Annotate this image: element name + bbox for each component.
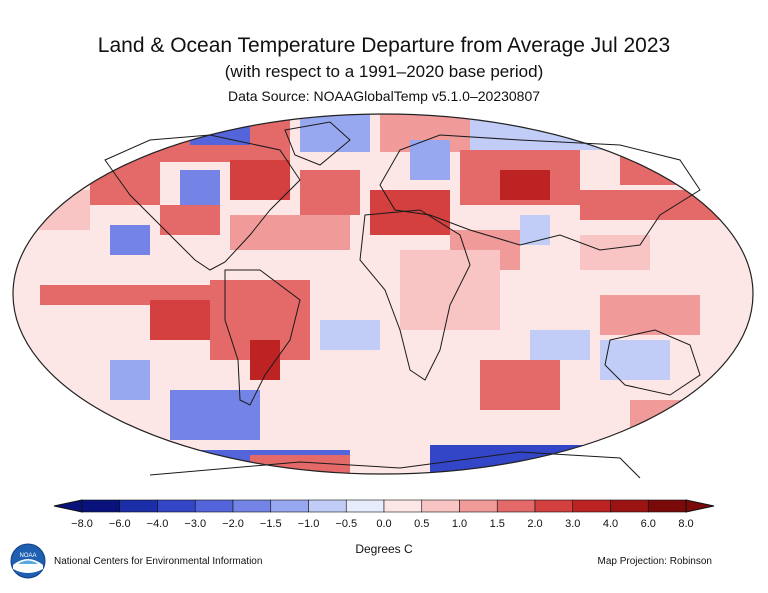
colorbar-tick-label: −4.0 bbox=[146, 518, 169, 530]
antarctic-warm-peninsula bbox=[250, 455, 350, 474]
ne-pacific-cool-patch bbox=[110, 225, 150, 255]
colorbar-tick-label: 0.0 bbox=[376, 518, 392, 530]
tasman-warm-patch bbox=[630, 400, 710, 440]
projection-text: Map Projection: Robinson bbox=[597, 556, 712, 567]
credit-text: National Centers for Environmental Infor… bbox=[54, 556, 263, 567]
colorbar-tick-label: −1.0 bbox=[297, 518, 320, 530]
colorbar-swatch-7 bbox=[345, 499, 385, 513]
south-atlantic-cool-patch bbox=[320, 320, 380, 350]
data-source: Data Source: NOAAGlobalTemp v5.1.0–20230… bbox=[227, 88, 541, 104]
colorbar-swatch-1 bbox=[119, 499, 158, 513]
globe-outline bbox=[12, 113, 754, 475]
anomaly-field bbox=[13, 114, 753, 474]
se-asia-mild-patch bbox=[580, 235, 650, 270]
colorbar-tick-label: 4.0 bbox=[602, 518, 619, 530]
colorbar-swatch-5 bbox=[270, 499, 309, 513]
colorbar-swatch-9 bbox=[421, 499, 460, 513]
continent-outlines bbox=[104, 121, 701, 479]
maritime-continent-warm-patch bbox=[600, 295, 700, 335]
southeast-pacific-cold-patch bbox=[170, 390, 260, 440]
mid-atlantic-warm-patch bbox=[300, 170, 360, 215]
antarctica-outline bbox=[149, 451, 641, 479]
colorbar-swatch-2 bbox=[157, 499, 196, 513]
canada-cool-patch bbox=[180, 170, 220, 210]
us-warm-patch bbox=[160, 205, 220, 235]
colorbar-right-arrow bbox=[685, 499, 715, 513]
north-america-outline bbox=[104, 134, 301, 271]
antarctic-cold-east bbox=[430, 445, 630, 474]
central-asia-hot-patch bbox=[500, 170, 550, 200]
colorbar-swatch-4 bbox=[232, 499, 272, 513]
north-atlantic-hot-patch bbox=[230, 160, 290, 200]
south-america-outline bbox=[224, 269, 301, 406]
south-america-hot-patch bbox=[250, 340, 280, 380]
colorbar-tick-label: −3.0 bbox=[184, 518, 207, 530]
enso-hot-patch bbox=[150, 300, 210, 340]
indian-ocean-cool-patch bbox=[530, 330, 590, 360]
east-siberia-warm-patch bbox=[620, 140, 700, 185]
colorbar-swatch-3 bbox=[194, 499, 234, 513]
africa-outline bbox=[359, 209, 471, 381]
atlantic-warm-band bbox=[230, 215, 350, 250]
colorbar-tick-label: −2.0 bbox=[222, 518, 244, 530]
colorbar-units: Degrees C bbox=[355, 542, 413, 556]
colorbar-swatch-10 bbox=[459, 499, 498, 513]
colorbar-swatch-13 bbox=[572, 499, 611, 513]
scandinavia-cool-patch bbox=[410, 140, 450, 180]
north-pacific-warm-patch bbox=[90, 160, 160, 205]
colorbar-tick-label: −6.0 bbox=[108, 518, 131, 530]
colorbar-swatch-0 bbox=[81, 499, 121, 513]
colorbar-tick-label: −8.0 bbox=[71, 518, 93, 530]
colorbar-left-arrow bbox=[53, 499, 83, 513]
colorbar-swatch-12 bbox=[534, 499, 574, 513]
colorbar-tick-label: 6.0 bbox=[640, 518, 656, 530]
colorbar-swatch-8 bbox=[383, 499, 423, 513]
south-indian-warm-patch bbox=[480, 360, 560, 410]
colorbar-tick-label: 1.0 bbox=[451, 518, 468, 530]
map-subtitle: (with respect to a 1991–2020 base period… bbox=[224, 62, 544, 81]
colorbar-swatch-14 bbox=[610, 499, 649, 513]
europe-asia-outline bbox=[379, 134, 701, 251]
colorbar-swatch-11 bbox=[496, 499, 536, 513]
colorbar-tick-label: 1.5 bbox=[489, 518, 505, 530]
east-asia-warm-band bbox=[580, 190, 730, 220]
india-cool-patch bbox=[520, 215, 550, 245]
colorbar bbox=[53, 499, 715, 513]
africa-mild-patch bbox=[400, 250, 500, 330]
colorbar-swatch-15 bbox=[647, 499, 687, 513]
colorbar-tick-label: 3.0 bbox=[565, 518, 581, 530]
australia-cool-patch bbox=[600, 340, 670, 380]
arctic-cool-patch bbox=[300, 114, 370, 152]
colorbar-tick-label: −0.5 bbox=[335, 518, 358, 530]
colorbar-swatch-6 bbox=[308, 499, 347, 513]
colorbar-tick-label: 2.0 bbox=[527, 518, 543, 530]
colorbar-tick-label: 0.5 bbox=[414, 518, 430, 530]
logo-text: NOAA bbox=[19, 553, 36, 559]
noaa-logo: NOAA bbox=[10, 543, 46, 579]
siberian-arctic-cool-patch bbox=[470, 115, 700, 150]
map-title: Land & Ocean Temperature Departure from … bbox=[97, 34, 671, 57]
south-pacific-cool-patch bbox=[110, 360, 150, 400]
australia-outline bbox=[604, 329, 701, 396]
colorbar-tick-label: −1.5 bbox=[259, 518, 282, 530]
colorbar-tick-label: 8.0 bbox=[678, 518, 694, 530]
greenland-outline bbox=[284, 121, 351, 166]
